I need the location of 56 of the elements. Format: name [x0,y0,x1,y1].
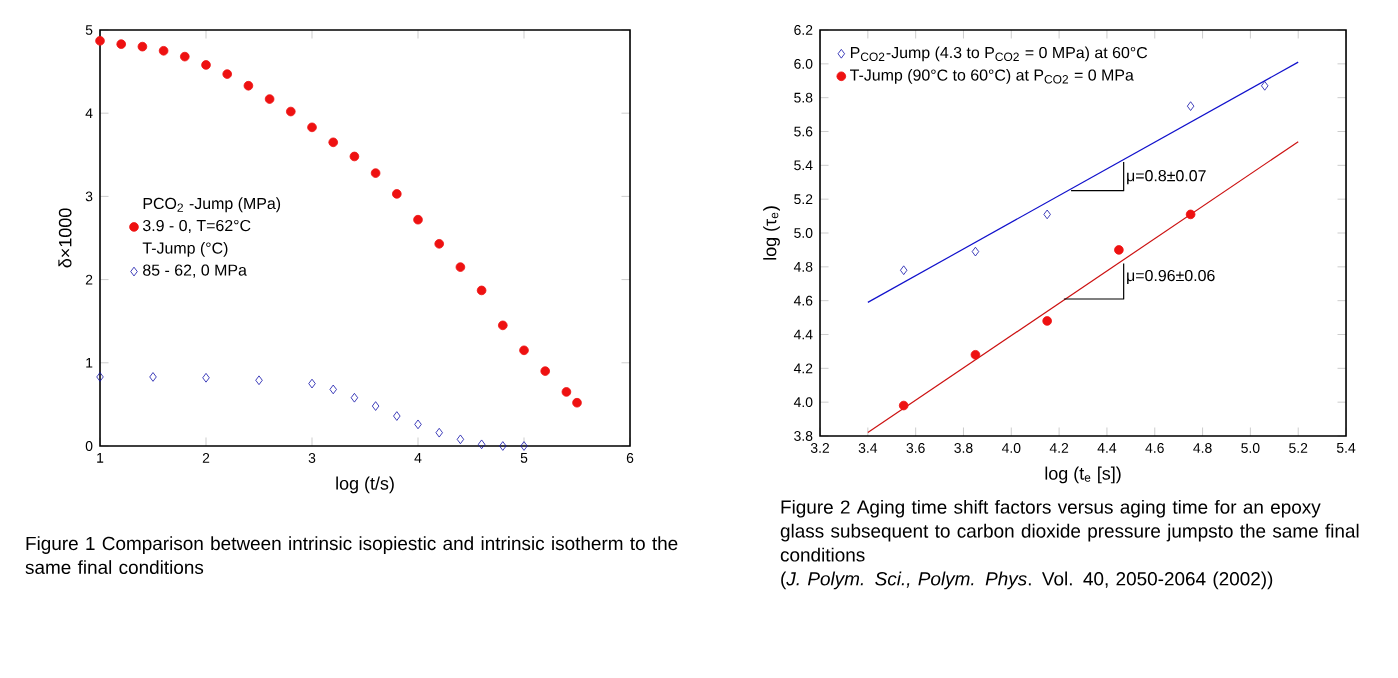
point [540,366,550,376]
x-axis-title: log (t$_{e}$ [s]) [1045,466,1121,484]
point [434,239,444,249]
point [1043,209,1051,220]
point [149,372,157,382]
point [96,372,104,382]
point [180,51,190,62]
point [1261,81,1269,91]
point [95,36,105,46]
x-axis-title: log (t/s) [336,476,394,494]
point [158,46,169,56]
point [476,285,487,296]
point [328,137,338,148]
caption: Figure 1 Comparison between intrinsic isopiestic and intrinsic isotherm to the same final conditions [25,536,678,575]
point [329,384,337,395]
point [498,320,508,331]
point [222,69,232,79]
point [243,80,254,91]
point [370,168,381,178]
point [286,106,296,117]
caption: Figure 2 Aging time shift factors versus aging time for an epoxy glass subsequent to carbon dioxide pressure jumpsto the same final conditions [780,499,1359,562]
point [350,392,359,403]
point [519,345,529,356]
point [264,94,275,104]
point [435,427,443,438]
point [201,60,211,70]
point [456,434,465,445]
point [572,397,582,408]
point [1185,209,1196,220]
point [970,350,981,360]
point [137,41,148,52]
point [307,122,317,133]
point [898,400,909,411]
point [455,262,466,272]
point [477,439,486,450]
point [1114,245,1124,255]
point [499,441,507,451]
point [900,265,908,275]
point [971,246,980,257]
point [561,387,572,397]
point [392,189,402,199]
point [349,151,360,162]
point [520,441,528,451]
point [116,39,126,49]
point [255,375,263,386]
point [202,372,210,383]
point [371,401,380,411]
point [393,411,401,421]
point [1042,316,1052,326]
y-axis-title: log (τ$_{e}$) [763,206,780,260]
point [308,378,316,389]
text: (J. Polym. Sci., Polym. Phys. Vol. 40, 2050-2064 (2002)) [781,571,1273,590]
y-axis-title: δ×1000 [58,208,72,268]
point [413,214,423,225]
point [414,419,422,430]
point [1186,101,1195,111]
